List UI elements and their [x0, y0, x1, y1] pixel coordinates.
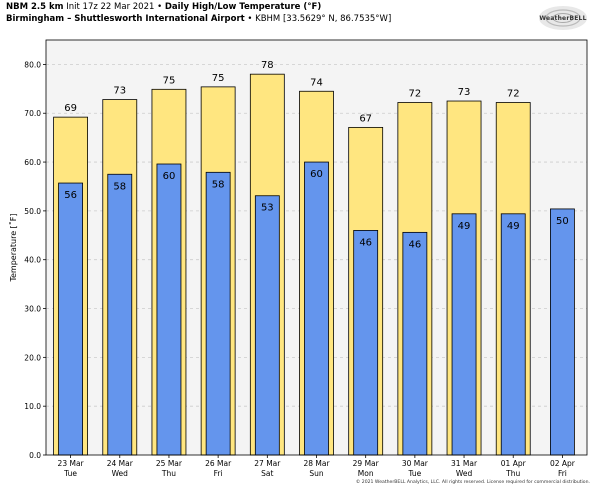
y-tick-label: 20.0 [24, 353, 41, 362]
x-tick-date: 30 Mar [402, 459, 429, 468]
high-temp-label: 73 [458, 87, 471, 98]
y-tick-label: 80.0 [24, 60, 41, 69]
low-temp-bar [254, 195, 280, 456]
x-tick-day: Thu [161, 469, 176, 478]
station-id: • KBHM [33.5629° N, 86.7535°W] [247, 14, 392, 24]
product-title: Daily High/Low Temperature (°F) [164, 2, 322, 12]
low-temp-label: 56 [64, 190, 77, 201]
low-temp-label: 60 [163, 171, 176, 182]
plot-frame [45, 39, 588, 456]
high-temp-label: 72 [408, 88, 421, 99]
x-tick-day: Tue [63, 469, 77, 478]
x-tick-date: 01 Apr [501, 459, 527, 468]
x-tick-date: 25 Mar [156, 459, 183, 468]
x-tick-day: Tue [407, 469, 421, 478]
temperature-chart: 0.0 10.0 20.0 30.0 40.0 50.0 60.0 70.0 80.0 Tempe… [8, 39, 588, 478]
low-temp-label: 49 [458, 221, 471, 232]
x-tick-day: Mon [358, 469, 374, 478]
low-temp-bar [156, 163, 182, 456]
low-temp-bar [550, 208, 575, 456]
init-time: Init 17z 22 Mar 2021 [66, 2, 155, 12]
low-temp-bar [402, 231, 428, 456]
low-temp-label: 46 [408, 239, 421, 250]
header-line-1: NBM 2.5 km Init 17z 22 Mar 2021 • Daily … [6, 2, 321, 13]
low-temp-label: 58 [113, 181, 126, 192]
low-temp-bar [304, 161, 329, 456]
copyright-text: © 2021 WeatherBELL Analytics, LLC. All r… [355, 480, 590, 485]
x-tick-date: 28 Mar [303, 459, 330, 468]
station-name: Birmingham – Shuttlesworth International… [6, 14, 245, 24]
x-tick-date: 26 Mar [205, 459, 232, 468]
y-tick-label: 30.0 [24, 305, 41, 314]
low-temp-bar [107, 173, 133, 456]
low-temp-label: 60 [310, 169, 323, 180]
high-temp-label: 75 [212, 73, 225, 84]
y-tick-label: 40.0 [24, 256, 41, 265]
low-temp-label: 53 [261, 203, 274, 214]
weatherbell-swirl-icon [539, 6, 587, 30]
x-tick-date: 24 Mar [107, 459, 134, 468]
y-tick-label: 10.0 [24, 402, 41, 411]
x-tick-date: 29 Mar [353, 459, 380, 468]
x-tick-day: Wed [456, 469, 473, 478]
high-temp-label: 75 [163, 75, 176, 86]
low-temp-label: 58 [212, 179, 225, 190]
low-temp-bar [58, 182, 83, 456]
y-axis-label: Temperature [˚F] [8, 213, 18, 282]
high-temp-label: 69 [64, 103, 77, 114]
x-tick-day: Wed [112, 469, 129, 478]
weatherbell-logo: WeatherBELL [536, 3, 590, 33]
low-temp-label: 46 [359, 237, 372, 248]
high-temp-label: 72 [507, 88, 520, 99]
high-temp-label: 73 [113, 86, 126, 97]
high-temp-label: 67 [359, 113, 372, 124]
x-tick-day: Sun [309, 469, 324, 478]
y-tick-label: 60.0 [24, 158, 41, 167]
x-tick-date: 31 Mar [451, 459, 478, 468]
header-line-2: Birmingham – Shuttlesworth International… [6, 14, 391, 25]
low-temp-label: 50 [556, 216, 569, 227]
y-tick-label: 0.0 [29, 451, 41, 460]
x-tick-day: Fri [214, 469, 223, 478]
x-tick-day: Thu [505, 469, 520, 478]
model-name: NBM 2.5 km [6, 2, 64, 12]
y-tick-label: 70.0 [24, 109, 41, 118]
low-temp-bar [451, 213, 477, 456]
x-tick-day: Fri [558, 469, 567, 478]
low-temp-bar [500, 213, 526, 456]
x-tick-day: Sat [261, 469, 273, 478]
x-tick-date: 27 Mar [254, 459, 281, 468]
logo-text: WeatherBELL [539, 15, 587, 22]
y-tick-label: 50.0 [24, 207, 41, 216]
high-temp-label: 74 [310, 77, 323, 88]
x-tick-date: 02 Apr [550, 459, 576, 468]
high-temp-label: 78 [261, 60, 274, 71]
low-temp-bar [205, 171, 231, 456]
low-temp-bar [353, 230, 379, 456]
low-temp-label: 49 [507, 221, 520, 232]
x-tick-date: 23 Mar [58, 459, 85, 468]
separator: • [157, 2, 163, 12]
